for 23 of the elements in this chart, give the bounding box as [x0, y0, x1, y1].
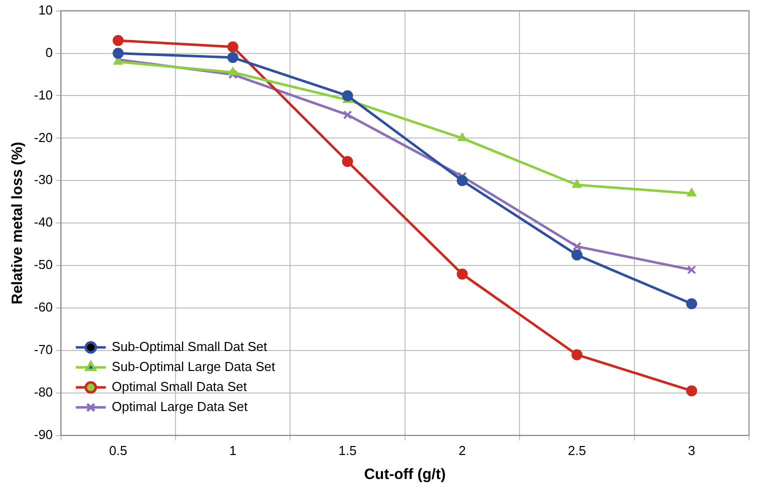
- y-tick-label: -30: [34, 172, 53, 188]
- legend-label: Optimal Large Data Set: [112, 398, 248, 414]
- x-tick-label: 2: [458, 442, 466, 458]
- y-tick-label: 10: [38, 2, 53, 18]
- x-tick-label: 0.5: [109, 442, 128, 458]
- x-tick-label: 3: [688, 442, 696, 458]
- y-tick-label: 0: [46, 44, 53, 60]
- y-tick-label: -20: [34, 130, 53, 145]
- y-axis-title: Relative metal loss (%): [9, 142, 26, 304]
- y-tick-label: -70: [34, 342, 53, 358]
- legend-label: Sub-Optimal Large Data Set: [112, 358, 276, 374]
- y-tick-label: -80: [34, 384, 53, 400]
- y-tick-label: -90: [34, 426, 53, 442]
- x-tick-label: 1.5: [338, 442, 357, 458]
- y-tick-label: -10: [34, 87, 53, 102]
- legend-label: Optimal Small Data Set: [112, 378, 248, 394]
- legend-label: Sub-Optimal Small Dat Set: [112, 338, 268, 354]
- y-tick-label: -40: [34, 214, 53, 230]
- x-tick-label: 2.5: [568, 442, 586, 458]
- x-axis-title: Cut-off (g/t): [364, 466, 446, 484]
- y-tick-label: -60: [34, 300, 53, 315]
- x-tick-label: 1: [229, 442, 236, 458]
- y-tick-label: -50: [34, 257, 53, 272]
